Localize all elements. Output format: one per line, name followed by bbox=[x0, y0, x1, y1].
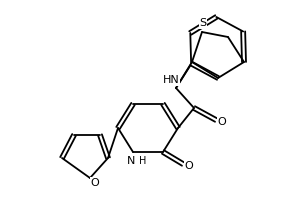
Text: N: N bbox=[127, 156, 135, 166]
Text: S: S bbox=[200, 18, 207, 28]
Text: H: H bbox=[139, 156, 146, 166]
Text: O: O bbox=[91, 178, 99, 188]
Text: O: O bbox=[184, 161, 194, 171]
Text: O: O bbox=[218, 117, 226, 127]
Text: HN: HN bbox=[163, 75, 179, 85]
